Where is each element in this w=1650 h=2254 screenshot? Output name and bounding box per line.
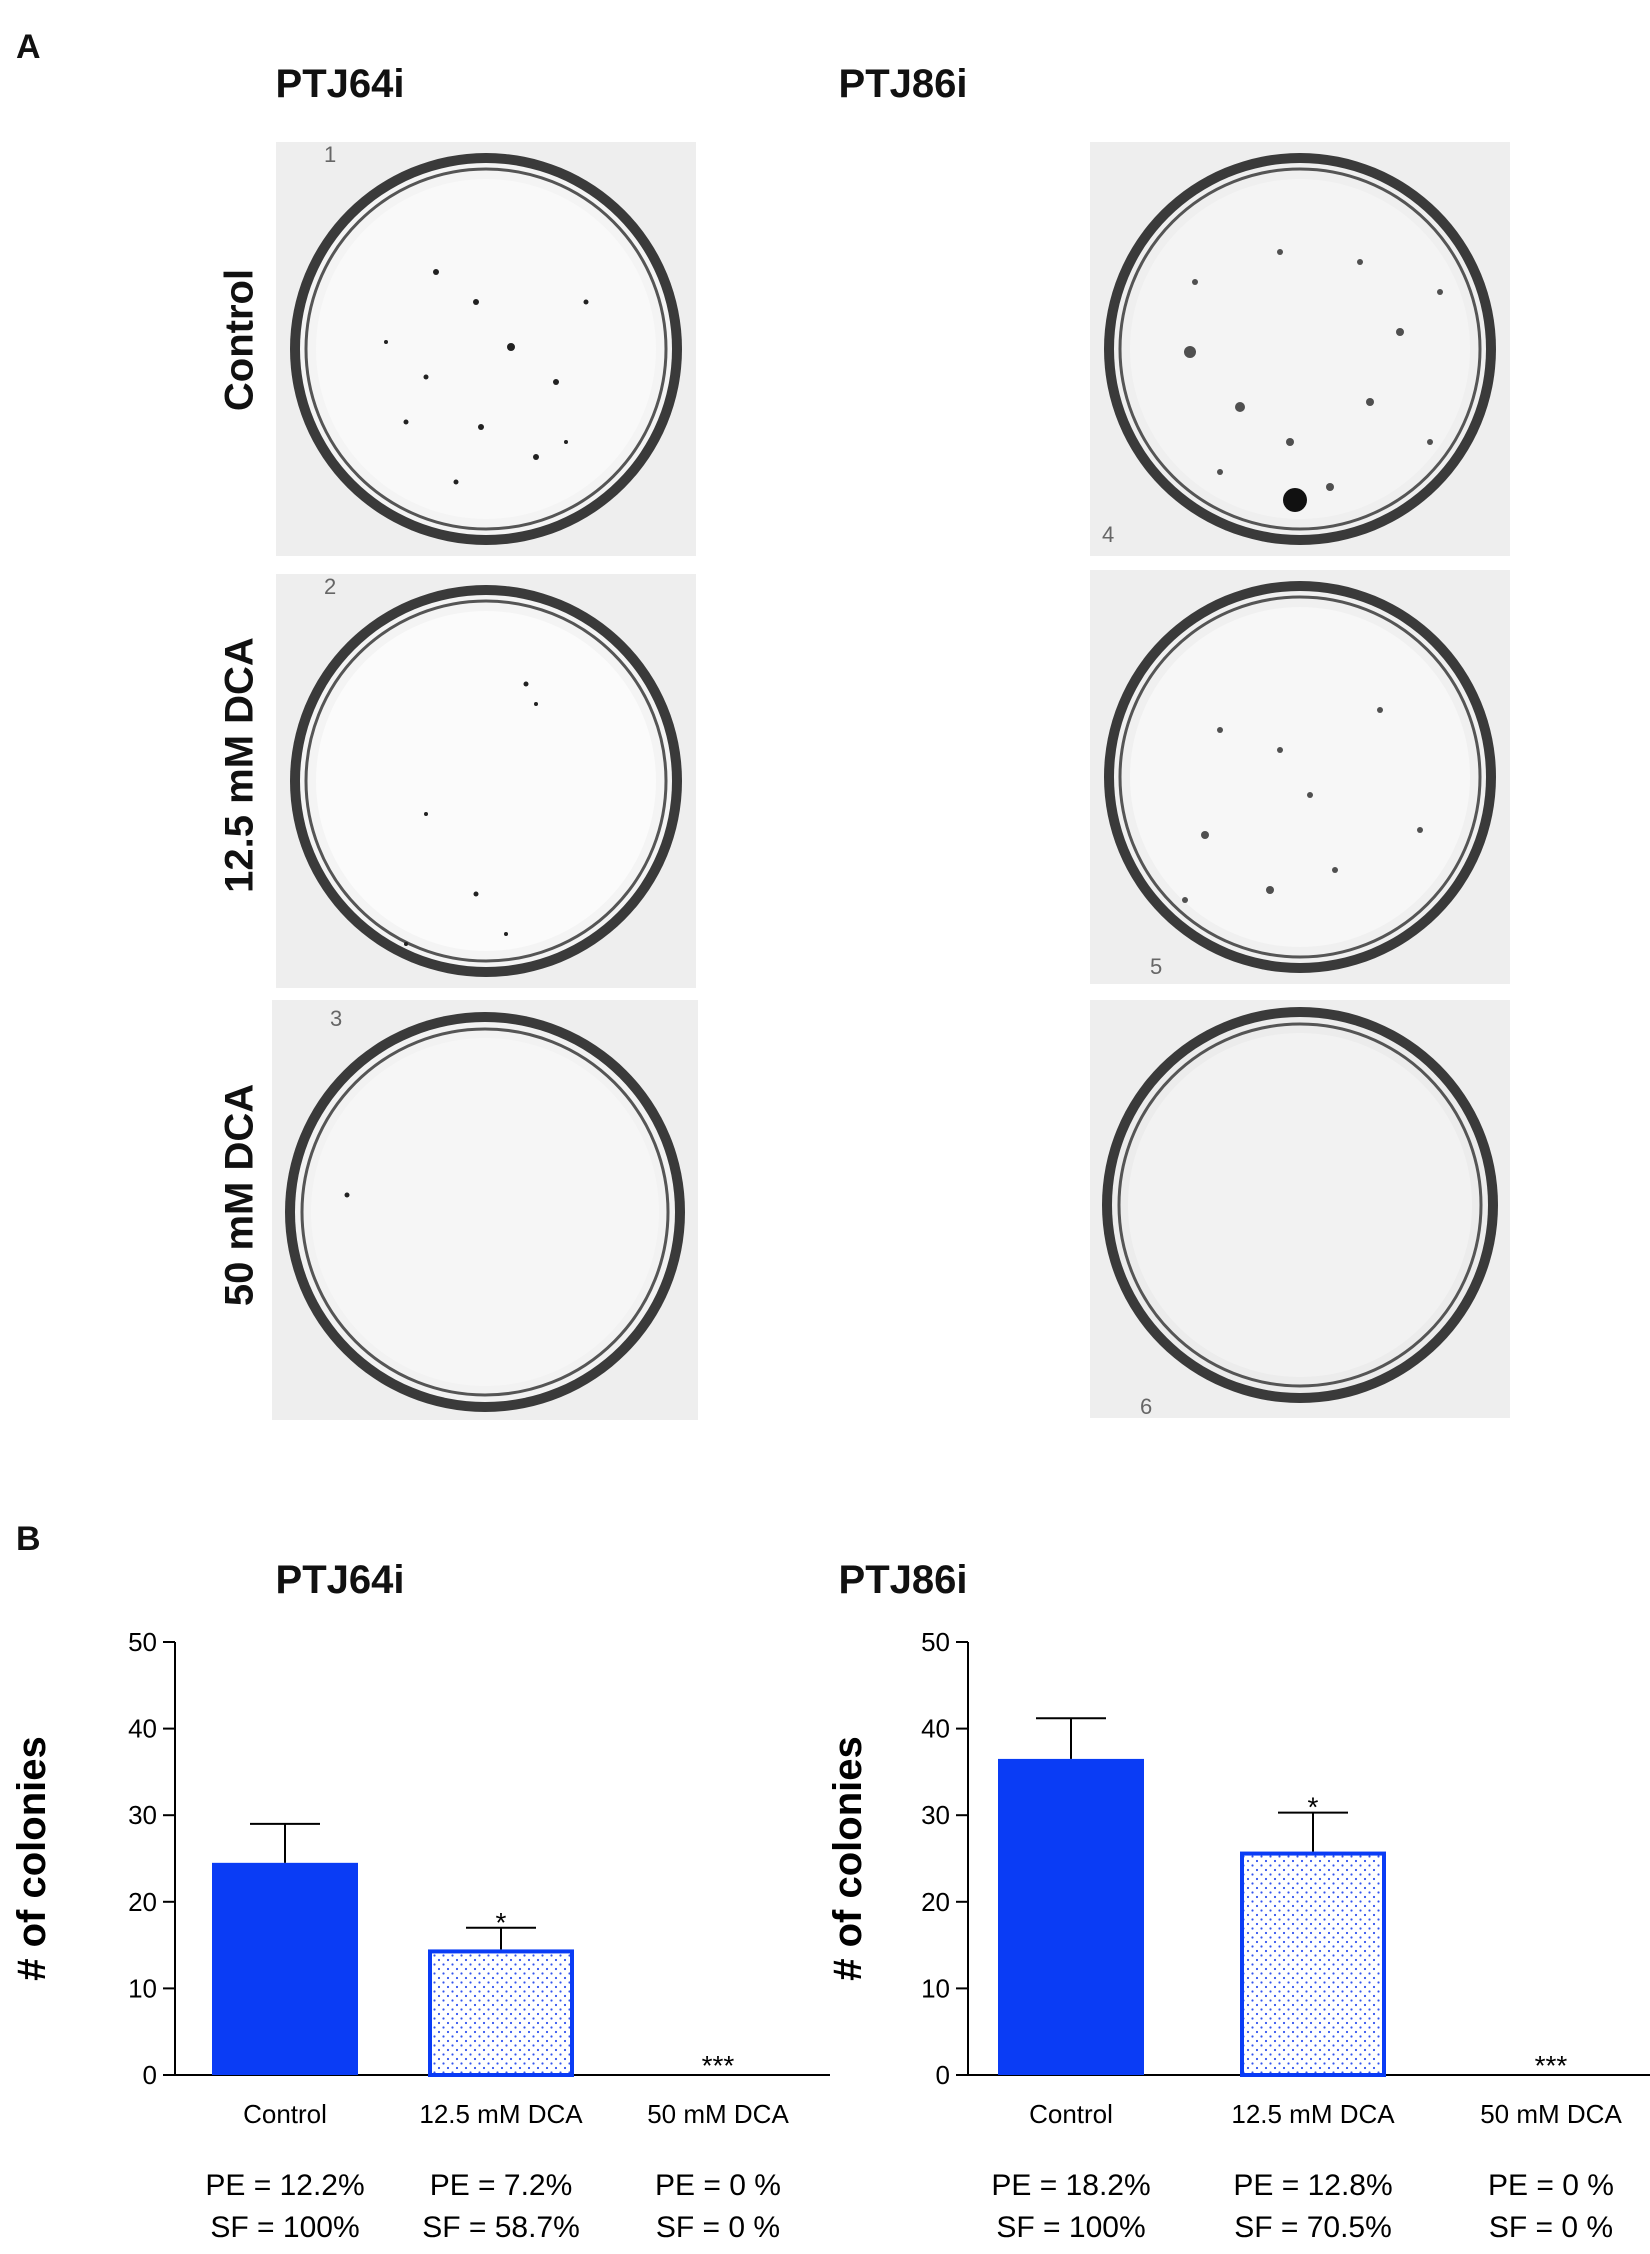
y-axis-label: # of colonies xyxy=(10,1736,54,1981)
pe-annotation: PE = 7.2% xyxy=(430,2169,573,2202)
sf-annotation: SF = 0 % xyxy=(1489,2211,1613,2244)
y-tick-label: 20 xyxy=(128,1887,157,1917)
y-tick-label: 30 xyxy=(128,1800,157,1830)
sf-annotation: SF = 100% xyxy=(996,2211,1145,2244)
dish-ptj86i-50-mm-dca: 6 xyxy=(1090,1000,1510,1418)
x-tick-label: 12.5 mM DCA xyxy=(419,2099,583,2129)
significance-marker: *** xyxy=(1535,2050,1568,2081)
row-label-50-mm-dca: 50 mM DCA xyxy=(217,1083,262,1307)
pe-annotation: PE = 12.8% xyxy=(1233,2169,1392,2202)
plate-number-6: 6 xyxy=(1140,1394,1152,1418)
y-tick-label: 50 xyxy=(128,1627,157,1657)
pe-annotation: PE = 12.2% xyxy=(205,2169,364,2202)
bar xyxy=(212,1862,358,2075)
column-title-ptj86i: PTJ86i xyxy=(838,62,968,106)
significance-marker: *** xyxy=(702,2050,735,2081)
panel-a-letter: A xyxy=(16,28,41,66)
sf-annotation: SF = 100% xyxy=(210,2211,359,2244)
y-tick-label: 10 xyxy=(921,1973,950,2003)
bar xyxy=(428,1949,574,2077)
x-tick-label: Control xyxy=(1029,2099,1113,2129)
row-label-control: Control xyxy=(217,268,262,412)
colonies xyxy=(384,269,589,485)
plate-number-1: 1 xyxy=(324,142,336,167)
plate-number-2: 2 xyxy=(324,574,336,599)
pe-annotation: PE = 0 % xyxy=(655,2169,781,2202)
dish-ptj64i-12-5-mm-dca: 2 xyxy=(276,574,696,988)
sf-annotation: SF = 58.7% xyxy=(422,2211,580,2244)
column-title-ptj64i: PTJ64i xyxy=(275,62,405,106)
y-tick-label: 50 xyxy=(921,1627,950,1657)
dish-ptj86i-12-5-mm-dca: 5 xyxy=(1090,570,1510,984)
dish-ptj64i-50-mm-dca: 3 xyxy=(272,1000,698,1420)
bar xyxy=(998,1758,1144,2075)
y-tick-label: 40 xyxy=(921,1714,950,1744)
chart-title-ptj86i: PTJ86i xyxy=(838,1558,968,1602)
bar xyxy=(1240,1851,1386,2077)
y-tick-label: 10 xyxy=(128,1973,157,2003)
bar-chart-ptj86i: 0 10 20 30 40 50 # of colonies Control PE = 18.2… xyxy=(826,1627,1650,2244)
plate-number-3: 3 xyxy=(330,1006,342,1031)
x-tick-label: 50 mM DCA xyxy=(647,2099,789,2129)
y-tick-label: 30 xyxy=(921,1800,950,1830)
plate-number-5: 5 xyxy=(1150,954,1162,979)
y-tick-label: 0 xyxy=(936,2060,950,2090)
pe-annotation: PE = 0 % xyxy=(1488,2169,1614,2202)
x-tick-label: 12.5 mM DCA xyxy=(1231,2099,1395,2129)
y-tick-label: 40 xyxy=(128,1714,157,1744)
bar-chart-ptj64i: 0 10 20 30 40 50 # of colonies Control PE = 12.2… xyxy=(10,1627,830,2244)
x-tick-label: 50 mM DCA xyxy=(1480,2099,1622,2129)
y-tick-label: 20 xyxy=(921,1887,950,1917)
panel-b-letter: B xyxy=(16,1520,41,1558)
plate-number-4: 4 xyxy=(1102,522,1114,547)
sf-annotation: SF = 0 % xyxy=(656,2211,780,2244)
sf-annotation: SF = 70.5% xyxy=(1234,2211,1392,2244)
dish-ptj86i-control: 4 xyxy=(1090,142,1510,556)
x-tick-label: Control xyxy=(243,2099,327,2129)
pe-annotation: PE = 18.2% xyxy=(991,2169,1150,2202)
significance-marker: * xyxy=(496,1907,507,1938)
y-tick-label: 0 xyxy=(143,2060,157,2090)
row-label-12-5-mm-dca: 12.5 mM DCA xyxy=(217,637,262,893)
dish-ptj64i-control: 1 xyxy=(276,142,696,556)
y-axis-label: # of colonies xyxy=(826,1736,870,1981)
chart-title-ptj64i: PTJ64i xyxy=(275,1558,405,1602)
significance-marker: * xyxy=(1308,1792,1319,1823)
